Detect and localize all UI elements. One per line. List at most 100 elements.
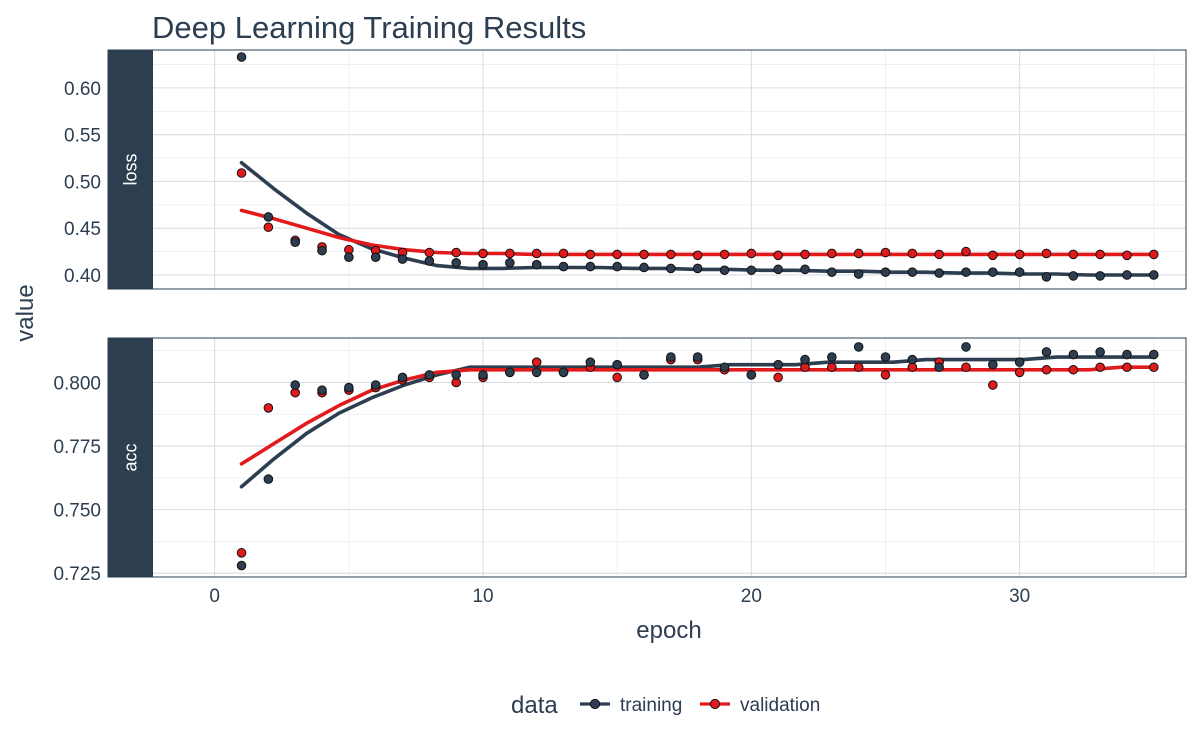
- point-training: [236, 52, 247, 62]
- point-validation: [746, 248, 757, 259]
- y-tick-label: 0.775: [53, 437, 101, 458]
- point-validation: [531, 248, 542, 259]
- point-training: [1149, 349, 1159, 360]
- point-training: [451, 258, 461, 268]
- point-training: [1095, 347, 1105, 357]
- point-validation: [585, 249, 596, 260]
- point-training: [853, 342, 864, 352]
- point-training: [531, 367, 542, 378]
- point-training: [558, 261, 569, 272]
- point-training: [263, 474, 274, 484]
- point-training: [639, 370, 649, 380]
- facet-strip-label: loss: [121, 153, 141, 185]
- point-validation: [236, 548, 247, 558]
- facet-panel-loss: 0.40 0.45 0.50 0.55 0.60 loss: [64, 49, 1187, 290]
- legend-label-training: training: [620, 695, 682, 716]
- point-validation: [1041, 248, 1052, 259]
- facet-strip-loss: [108, 50, 153, 289]
- point-validation: [988, 380, 998, 390]
- y-axis-title: value: [12, 284, 39, 341]
- point-training: [934, 268, 944, 278]
- point-training: [666, 352, 676, 362]
- legend-key-training-point: [589, 698, 601, 710]
- point-training: [451, 370, 461, 380]
- point-training: [1068, 271, 1079, 281]
- point-validation: [800, 249, 810, 260]
- point-validation: [773, 372, 783, 383]
- point-training: [585, 357, 596, 367]
- point-training: [746, 370, 757, 380]
- point-training: [773, 264, 783, 275]
- panel-border: [107, 49, 1187, 290]
- point-validation: [1122, 362, 1132, 373]
- point-training: [397, 254, 408, 264]
- point-training: [800, 264, 810, 275]
- point-validation: [1122, 250, 1132, 261]
- point-training: [988, 359, 998, 370]
- point-training: [344, 382, 354, 393]
- point-training: [478, 370, 488, 380]
- point-training: [907, 354, 918, 365]
- point-training: [880, 352, 891, 362]
- legend-key-validation-point: [709, 698, 721, 710]
- point-validation: [827, 248, 837, 259]
- point-training: [827, 352, 837, 362]
- point-training: [907, 267, 918, 277]
- point-training: [478, 259, 488, 270]
- point-validation: [1095, 249, 1105, 260]
- point-validation: [853, 248, 864, 259]
- point-training: [934, 362, 944, 373]
- point-validation: [558, 248, 569, 259]
- point-training: [424, 370, 435, 380]
- point-training: [290, 237, 301, 248]
- point-validation: [263, 222, 274, 233]
- point-validation: [478, 248, 488, 259]
- point-training: [639, 262, 649, 273]
- y-tick-label: 0.725: [53, 564, 101, 585]
- y-tick-label: 0.800: [53, 373, 101, 394]
- point-validation: [1014, 367, 1025, 378]
- point-validation: [612, 372, 622, 383]
- point-validation: [880, 370, 891, 380]
- point-training: [370, 252, 381, 262]
- point-validation: [236, 168, 247, 178]
- point-training: [1122, 349, 1132, 360]
- point-training: [1068, 349, 1079, 360]
- point-training: [317, 245, 327, 256]
- point-training: [1014, 357, 1025, 367]
- point-validation: [907, 248, 918, 259]
- point-training: [800, 354, 810, 365]
- x-axis-title: epoch: [636, 617, 701, 644]
- point-training: [692, 352, 703, 362]
- point-validation: [827, 362, 837, 373]
- point-training: [773, 359, 783, 370]
- x-tick-label: 0: [209, 586, 220, 607]
- point-training: [1014, 267, 1025, 277]
- legend-label-validation: validation: [740, 695, 820, 716]
- y-tick-label: 0.750: [53, 501, 101, 522]
- point-validation: [961, 362, 971, 373]
- point-training: [263, 212, 274, 222]
- legend: data training validation: [511, 692, 820, 719]
- point-training: [961, 267, 971, 277]
- point-validation: [719, 249, 730, 260]
- point-training: [558, 367, 569, 378]
- point-validation: [1041, 364, 1052, 375]
- point-training: [880, 267, 891, 277]
- facet-strip-acc: [108, 338, 153, 577]
- point-validation: [961, 246, 971, 257]
- point-training: [827, 267, 837, 277]
- point-training: [344, 252, 354, 262]
- point-training: [505, 367, 515, 378]
- y-tick-label: 0.55: [64, 126, 101, 147]
- point-validation: [1149, 249, 1159, 260]
- legend-title: data: [511, 692, 558, 719]
- point-validation: [612, 249, 622, 260]
- point-training: [612, 359, 622, 370]
- point-training: [531, 259, 542, 270]
- point-training: [692, 263, 703, 274]
- point-training: [397, 372, 408, 383]
- point-validation: [451, 247, 461, 258]
- point-validation: [1014, 249, 1025, 260]
- point-validation: [988, 250, 998, 261]
